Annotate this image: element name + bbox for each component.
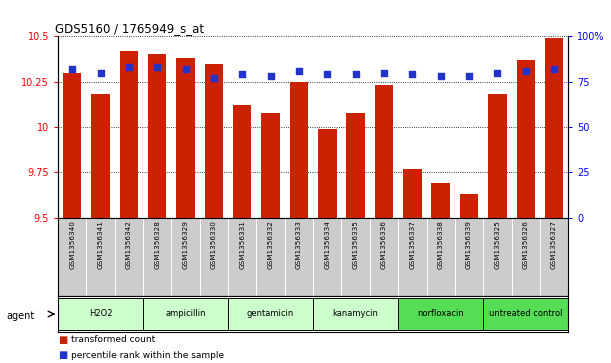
Text: norfloxacin: norfloxacin — [417, 309, 464, 318]
Text: ■: ■ — [58, 350, 67, 360]
Point — [408, 72, 417, 77]
Text: GSM1356334: GSM1356334 — [324, 220, 331, 269]
Text: GSM1356330: GSM1356330 — [211, 220, 217, 269]
Text: untreated control: untreated control — [489, 309, 563, 318]
Point — [323, 72, 332, 77]
Text: gentamicin: gentamicin — [247, 309, 295, 318]
Point — [521, 68, 530, 74]
Point — [266, 73, 276, 79]
Bar — [63, 73, 81, 218]
Text: GSM1356327: GSM1356327 — [551, 220, 557, 269]
Text: GSM1356328: GSM1356328 — [154, 220, 160, 269]
Bar — [516, 60, 535, 218]
Bar — [205, 64, 223, 218]
Text: GSM1356341: GSM1356341 — [98, 220, 103, 269]
Text: percentile rank within the sample: percentile rank within the sample — [71, 351, 225, 360]
Bar — [290, 82, 308, 218]
Text: ■: ■ — [58, 335, 67, 345]
Bar — [148, 54, 166, 218]
Text: GSM1356332: GSM1356332 — [268, 220, 274, 269]
Text: GSM1356339: GSM1356339 — [466, 220, 472, 269]
Point — [124, 64, 134, 70]
Bar — [375, 85, 393, 218]
Bar — [143, 298, 228, 330]
Bar — [545, 38, 563, 218]
Bar — [92, 94, 110, 218]
Text: transformed count: transformed count — [71, 335, 156, 344]
Bar — [488, 94, 507, 218]
Text: agent: agent — [6, 311, 34, 321]
Bar — [262, 113, 280, 218]
Text: GSM1356335: GSM1356335 — [353, 220, 359, 269]
Bar — [233, 105, 252, 218]
Text: kanamycin: kanamycin — [333, 309, 379, 318]
Point — [238, 72, 247, 77]
Bar — [460, 194, 478, 218]
Text: GSM1356325: GSM1356325 — [494, 220, 500, 269]
Bar — [483, 298, 568, 330]
Point — [549, 66, 559, 72]
Point — [436, 73, 445, 79]
Bar — [318, 129, 337, 218]
Point — [67, 66, 77, 72]
Point — [351, 72, 360, 77]
Bar — [313, 298, 398, 330]
Text: GSM1356342: GSM1356342 — [126, 220, 132, 269]
Point — [152, 64, 162, 70]
Text: GSM1356326: GSM1356326 — [523, 220, 529, 269]
Bar — [177, 58, 195, 218]
Point — [294, 68, 304, 74]
Text: GSM1356331: GSM1356331 — [240, 220, 245, 269]
Text: GSM1356340: GSM1356340 — [69, 220, 75, 269]
Text: ampicillin: ampicillin — [166, 309, 206, 318]
Bar — [228, 298, 313, 330]
Text: GSM1356329: GSM1356329 — [183, 220, 189, 269]
Bar — [398, 298, 483, 330]
Text: GSM1356336: GSM1356336 — [381, 220, 387, 269]
Point — [492, 70, 502, 76]
Point — [379, 70, 389, 76]
Point — [209, 75, 219, 81]
Point — [181, 66, 191, 72]
Point — [96, 70, 106, 76]
Text: GSM1356337: GSM1356337 — [409, 220, 415, 269]
Bar — [120, 51, 138, 218]
Bar — [403, 169, 422, 218]
Text: GSM1356338: GSM1356338 — [437, 220, 444, 269]
Point — [464, 73, 474, 79]
Bar — [58, 298, 143, 330]
Bar — [346, 113, 365, 218]
Text: GDS5160 / 1765949_s_at: GDS5160 / 1765949_s_at — [56, 22, 205, 35]
Text: GSM1356333: GSM1356333 — [296, 220, 302, 269]
Text: H2O2: H2O2 — [89, 309, 112, 318]
Bar — [431, 183, 450, 218]
